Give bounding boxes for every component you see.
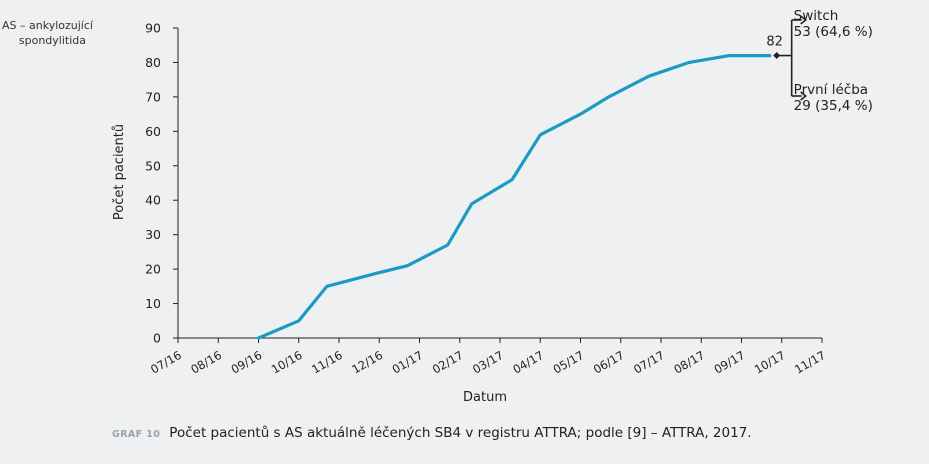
x-tick-label: 10/17 bbox=[752, 348, 788, 377]
side-label: AS – ankylozující spondylitida bbox=[2, 18, 93, 48]
y-tick-label: 0 bbox=[153, 331, 161, 346]
chart-axes bbox=[177, 28, 822, 339]
branch-top-arrowhead bbox=[800, 15, 807, 25]
x-tick-label: 08/16 bbox=[188, 348, 224, 377]
y-tick-label: 10 bbox=[145, 296, 161, 311]
x-tick-label: 09/16 bbox=[229, 348, 265, 377]
x-tick-label: 07/17 bbox=[631, 348, 667, 377]
y-tick-label: 50 bbox=[145, 158, 161, 173]
branch-bottom-arrowhead bbox=[800, 91, 807, 101]
x-tick-label: 02/17 bbox=[430, 348, 466, 377]
x-tick-label: 12/16 bbox=[349, 348, 385, 377]
x-axis-label: Datum bbox=[463, 390, 507, 405]
x-tick-label: 07/16 bbox=[148, 348, 184, 377]
x-tick-label: 11/17 bbox=[792, 348, 828, 377]
x-tick-label: 10/16 bbox=[269, 348, 305, 377]
x-tick-label: 01/17 bbox=[390, 348, 426, 377]
caption-text: Počet pacientů s AS aktuálně léčených SB… bbox=[169, 425, 752, 441]
y-tick-label: 20 bbox=[145, 262, 161, 277]
x-tick-label: 08/17 bbox=[671, 348, 707, 377]
side-label-line2: spondylitida bbox=[18, 34, 86, 47]
y-tick-label: 30 bbox=[145, 227, 161, 242]
x-tick-label: 06/17 bbox=[591, 348, 627, 377]
figure-caption: GRAF 10 Počet pacientů s AS aktuálně léče… bbox=[112, 425, 752, 441]
x-tick-label: 05/17 bbox=[551, 348, 587, 377]
side-label-line1: AS – ankylozující bbox=[2, 19, 93, 32]
x-tick-label: 04/17 bbox=[510, 348, 546, 377]
x-ticks: 07/16 08/16 09/16 10/16 11/16 12/16 01/17 02/17… bbox=[148, 338, 828, 377]
branch-bottom-label: První léčba bbox=[794, 82, 868, 98]
x-tick-label: 03/17 bbox=[470, 348, 506, 377]
y-tick-label: 80 bbox=[145, 55, 161, 70]
y-axis-label: Počet pacientů bbox=[112, 124, 127, 220]
end-value-label: 82 bbox=[766, 35, 783, 50]
y-ticks: 0 10 20 30 40 50 60 70 80 90 bbox=[145, 21, 178, 346]
y-tick-label: 90 bbox=[145, 21, 161, 36]
x-tick-label: 11/16 bbox=[309, 348, 345, 377]
branch-top-label: Switch bbox=[794, 8, 839, 24]
branch-top-value: 53 (64,6 %) bbox=[794, 24, 873, 40]
y-tick-label: 70 bbox=[145, 89, 161, 104]
line-chart: 0 10 20 30 40 50 60 70 80 90 07/16 08/16 09/16 10/16… bbox=[112, 8, 873, 405]
branch-bottom-value: 29 (35,4 %) bbox=[794, 98, 873, 114]
x-tick-label: 09/17 bbox=[712, 348, 748, 377]
caption-tag: GRAF 10 bbox=[112, 429, 161, 440]
y-tick-label: 60 bbox=[145, 124, 161, 139]
y-tick-label: 40 bbox=[145, 193, 161, 208]
series-line bbox=[256, 54, 772, 340]
